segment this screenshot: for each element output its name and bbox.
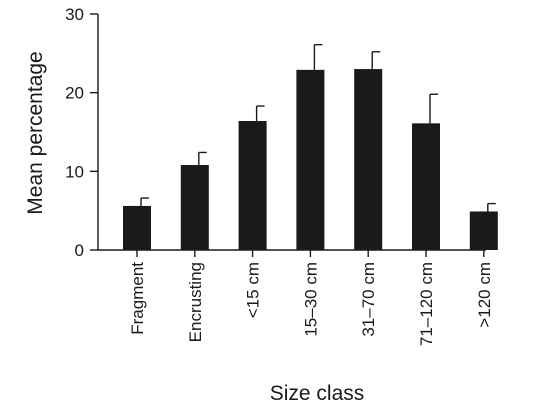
y-tick-label: 20 bbox=[65, 84, 84, 103]
bar bbox=[412, 123, 440, 250]
y-tick-label: 30 bbox=[65, 5, 84, 24]
x-tick-label: 31–70 cm bbox=[359, 262, 378, 337]
x-axis: Fragment Encrusting <15 cm 15–30 cm 31–70 cm… bbox=[98, 249, 494, 346]
y-tick-label: 10 bbox=[65, 162, 84, 181]
bars bbox=[123, 69, 498, 250]
y-axis: 0 10 20 30 bbox=[65, 5, 99, 260]
x-tick-label: >120 cm bbox=[475, 262, 494, 328]
y-tick-label: 0 bbox=[75, 241, 84, 260]
bar bbox=[296, 69, 325, 250]
x-tick-label: 71–120 cm bbox=[417, 262, 436, 346]
x-tick-label: 15–30 cm bbox=[301, 262, 320, 337]
error-bars bbox=[140, 43, 496, 212]
y-axis-title: Mean percentage bbox=[24, 51, 47, 214]
x-tick-label: Fragment bbox=[128, 262, 147, 335]
bar bbox=[123, 205, 151, 250]
bar bbox=[354, 69, 383, 250]
bar bbox=[469, 211, 498, 250]
x-tick-label: <15 cm bbox=[244, 262, 263, 318]
bar bbox=[180, 165, 209, 250]
x-axis-title: Size class bbox=[270, 382, 365, 405]
x-tick-label: Encrusting bbox=[186, 262, 205, 342]
bar bbox=[238, 120, 267, 250]
